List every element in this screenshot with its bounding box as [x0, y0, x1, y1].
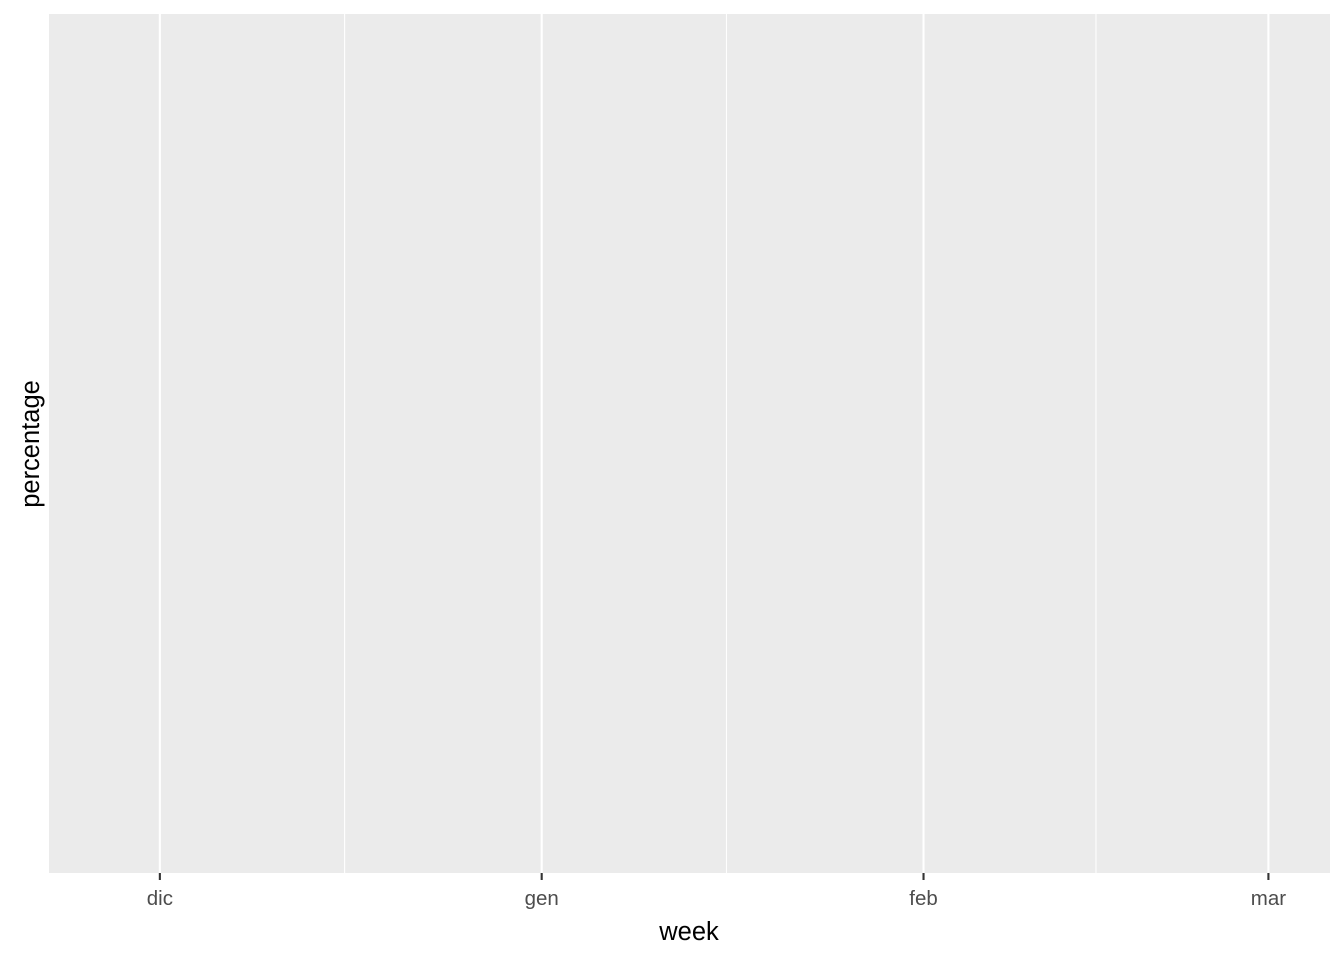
x-axis-tick-labels: dic gen feb mar [147, 887, 1286, 910]
x-axis-title: week [658, 918, 719, 946]
x-tick-label: feb [909, 887, 938, 910]
x-tick-label: mar [1251, 887, 1286, 910]
x-tick-label: gen [525, 887, 559, 910]
y-axis-title: percentage [17, 380, 45, 508]
x-tick-label: dic [147, 887, 173, 910]
x-axis-ticks [158, 873, 1270, 880]
minor-gridlines [344, 14, 1097, 873]
plot-panel [49, 14, 1330, 873]
major-gridlines [158, 14, 1270, 873]
